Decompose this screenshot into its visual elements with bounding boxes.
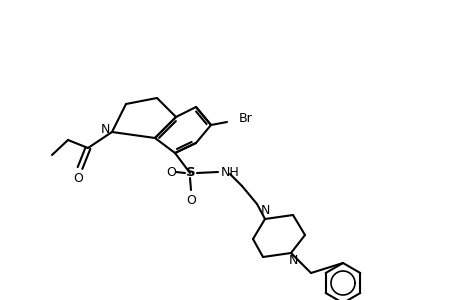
Text: O: O (166, 166, 175, 178)
Text: NH: NH (220, 166, 239, 178)
Text: N: N (288, 254, 297, 268)
Text: O: O (185, 194, 196, 206)
Text: S: S (186, 167, 196, 179)
Text: N: N (260, 205, 269, 218)
Text: O: O (73, 172, 83, 184)
Text: Br: Br (239, 112, 252, 124)
Text: N: N (100, 122, 109, 136)
